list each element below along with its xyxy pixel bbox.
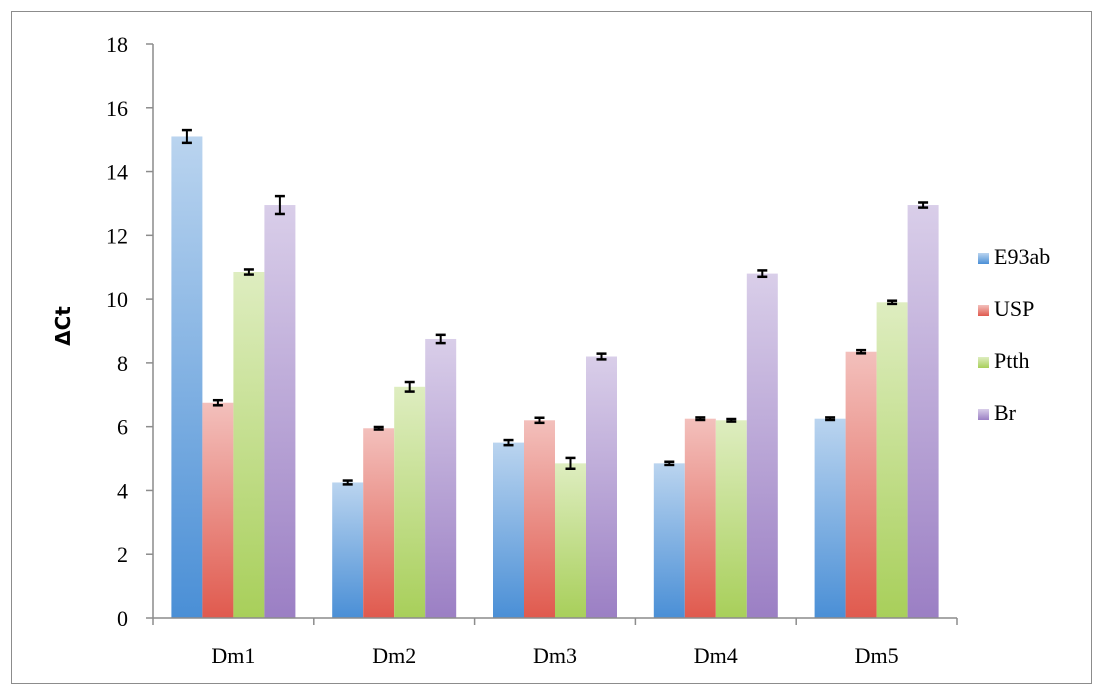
error-bar-e93ab-dm5 (825, 416, 836, 422)
bar-br-dm3 (586, 356, 617, 618)
y-tick-label-18: 18 (106, 32, 128, 57)
bar-ptth-dm2 (394, 386, 426, 618)
y-tick-label-12: 12 (106, 223, 128, 248)
error-bar-br-dm4 (757, 269, 768, 279)
error-bar-usp-dm1 (212, 398, 223, 407)
bar-ptth-dm5 (876, 302, 908, 618)
bars-layer (171, 136, 939, 619)
y-tick-label-8: 8 (117, 351, 128, 376)
legend-swatch-e93ab (978, 253, 989, 264)
error-bar-br-dm3 (596, 352, 607, 361)
error-bar-br-dm2 (435, 333, 446, 345)
x-tick-label-dm2: Dm2 (372, 643, 416, 668)
error-bar-ptth-dm5 (887, 299, 898, 306)
bar-ptth-dm3 (555, 463, 586, 618)
legend-swatch-br (978, 409, 989, 420)
bar-usp-dm1 (202, 402, 234, 618)
bar-usp-dm2 (363, 428, 395, 618)
error-bar-usp-dm2 (373, 425, 384, 431)
legend-label-e93ab: E93ab (994, 244, 1050, 269)
bar-e93ab-dm3 (493, 442, 524, 618)
bar-e93ab-dm4 (653, 463, 685, 618)
y-tick-label-14: 14 (106, 160, 128, 185)
y-tick-label-6: 6 (117, 415, 128, 440)
error-bar-e93ab-dm2 (342, 479, 353, 486)
axes-layer: Dm1 Dm2 Dm3 Dm4 Dm5 0 2 4 6 8 10 12 14 16 18 (106, 32, 958, 668)
legend: E93ab USP Ptth Br (978, 244, 1050, 425)
error-bar-usp-dm3 (534, 416, 545, 425)
legend-label-usp: USP (994, 296, 1034, 321)
bar-e93ab-dm5 (814, 418, 846, 618)
y-axis-label: ΔCt (51, 306, 75, 346)
legend-label-br: Br (994, 400, 1017, 425)
error-bar-br-dm1 (274, 194, 285, 216)
y-tick-label-0: 0 (117, 606, 128, 631)
y-tick-label-10: 10 (106, 287, 128, 312)
y-tick-label-16: 16 (106, 96, 128, 121)
error-bar-ptth-dm3 (565, 456, 576, 471)
error-bar-e93ab-dm1 (181, 128, 192, 145)
bar-br-dm4 (746, 273, 778, 618)
error-bar-ptth-dm1 (243, 268, 254, 276)
bar-usp-dm3 (524, 420, 555, 618)
error-bar-e93ab-dm3 (503, 438, 514, 447)
bar-br-dm1 (264, 205, 296, 619)
legend-item-usp: USP (978, 296, 1034, 321)
bar-ptth-dm4 (715, 420, 747, 618)
bar-br-dm2 (425, 338, 457, 618)
error-bar-usp-dm4 (695, 416, 706, 422)
error-bar-e93ab-dm4 (664, 460, 675, 467)
x-tick-label-dm1: Dm1 (211, 643, 255, 668)
bar-ptth-dm1 (233, 272, 265, 618)
legend-swatch-usp (978, 305, 989, 316)
bar-usp-dm5 (845, 351, 877, 618)
bar-usp-dm4 (684, 418, 716, 618)
x-tick-label-dm3: Dm3 (533, 643, 577, 668)
x-tick-label-dm4: Dm4 (694, 643, 738, 668)
x-tick-label-dm5: Dm5 (855, 643, 899, 668)
y-tick-label-2: 2 (117, 542, 128, 567)
legend-label-ptth: Ptth (994, 348, 1029, 373)
legend-swatch-ptth (978, 357, 989, 368)
error-bar-usp-dm5 (856, 348, 867, 355)
legend-item-ptth: Ptth (978, 348, 1029, 373)
bar-e93ab-dm2 (332, 482, 364, 618)
bar-br-dm5 (907, 205, 939, 619)
error-bar-ptth-dm4 (726, 417, 737, 423)
legend-item-e93ab: E93ab (978, 244, 1050, 269)
error-bars-layer (181, 128, 929, 486)
y-tick-label-4: 4 (117, 478, 128, 503)
error-bar-ptth-dm2 (404, 380, 415, 393)
bar-e93ab-dm1 (171, 136, 203, 618)
legend-item-br: Br (978, 400, 1017, 425)
error-bar-br-dm5 (918, 201, 929, 209)
